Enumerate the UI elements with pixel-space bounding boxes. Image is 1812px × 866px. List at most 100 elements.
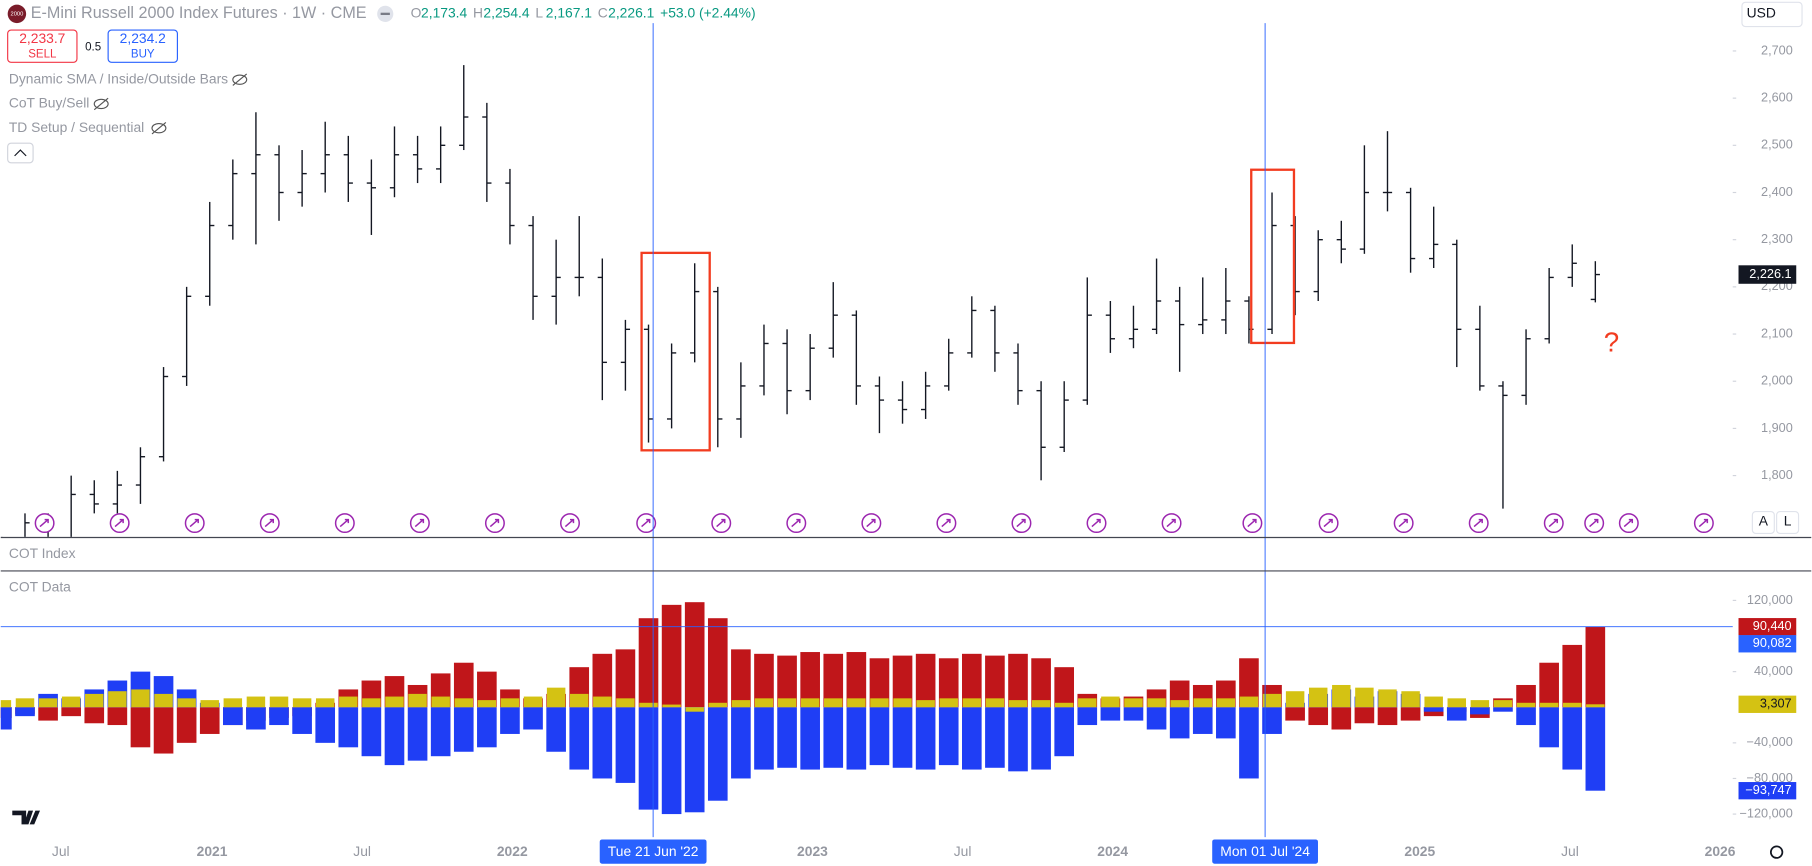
cot-bar — [1054, 707, 1075, 757]
event-arrow — [339, 518, 350, 528]
cot-bar — [846, 652, 867, 708]
cot-bar — [1562, 707, 1583, 770]
ohlc-bar — [320, 121, 330, 193]
highlight-box — [1250, 168, 1296, 345]
cot-bar — [269, 696, 289, 708]
x-tick-label: Jul — [353, 843, 371, 859]
auto-scale-button[interactable] — [1751, 510, 1775, 535]
cot-bar — [893, 698, 912, 708]
eye-icon[interactable] — [232, 74, 248, 85]
indicator-label[interactable]: CoT Buy/Sell — [9, 95, 90, 111]
ohlc-bar — [1036, 381, 1046, 481]
cot-bar — [938, 707, 959, 766]
cot-bar — [1262, 693, 1282, 708]
cot-bar — [1400, 707, 1421, 721]
log-scale: L — [1784, 513, 1792, 529]
cot-bar — [962, 698, 982, 708]
currency-button[interactable] — [1741, 1, 1803, 28]
ohlc-bar — [620, 319, 631, 391]
eye-icon[interactable] — [151, 122, 167, 134]
cot-bar — [592, 653, 613, 708]
ohlc-bar — [1544, 267, 1554, 344]
cot-bar — [223, 707, 243, 726]
cot-bar — [1470, 700, 1490, 708]
settings-icon[interactable] — [1769, 845, 1784, 859]
y-tick-label: 1,900 — [1761, 421, 1793, 435]
cot-bar — [1077, 707, 1098, 726]
ohlc-bar — [251, 112, 261, 245]
ohlc-bar — [505, 168, 515, 245]
cot-bar — [661, 707, 682, 815]
cot-bar — [385, 696, 404, 708]
cot-bar — [430, 707, 451, 757]
cot-bar — [916, 700, 935, 708]
ohlc-bar — [297, 150, 307, 207]
cot-bar — [1216, 698, 1236, 708]
x-tick-label: Jul — [52, 843, 70, 859]
cot-bar — [777, 655, 797, 708]
buy-button[interactable] — [107, 29, 178, 63]
symbol-title[interactable]: E-Mini Russell 2000 Index Futures · 1W ·… — [31, 4, 367, 22]
collapse-button[interactable] — [7, 142, 34, 164]
cot-bar — [523, 707, 543, 730]
event-arrow — [641, 518, 651, 528]
indicator-label[interactable]: Dynamic SMA / Inside/Outside Bars — [9, 70, 228, 86]
event-arrow — [1091, 518, 1101, 528]
indicator-label[interactable]: TD Setup / Sequential — [9, 119, 144, 135]
eye-slash — [93, 97, 109, 111]
cot-bar — [915, 653, 936, 708]
event-arrow — [716, 518, 726, 528]
ohlc-bar — [690, 263, 700, 363]
cot-bar — [892, 707, 913, 768]
ohlc-bar — [874, 376, 885, 434]
cot-bar — [707, 707, 728, 801]
event-arrow — [1323, 518, 1333, 528]
cot-bar — [1585, 626, 1606, 708]
cot-bar — [800, 707, 820, 770]
cot-bar — [1054, 667, 1075, 708]
cot-bar — [708, 702, 728, 708]
cot-bar — [938, 658, 959, 708]
cot-bar — [846, 707, 867, 770]
ohlc-bar — [551, 239, 561, 325]
cot-bar — [154, 693, 173, 708]
cot-bar — [200, 700, 219, 708]
cot-bar — [1331, 707, 1352, 730]
cot-bar — [15, 707, 35, 717]
cot-bar — [777, 707, 797, 768]
y-tick-label: 2,100 — [1761, 326, 1793, 340]
eye-icon[interactable] — [93, 98, 109, 110]
pane-label: COT Data — [9, 578, 71, 594]
ohlc-bar — [1059, 381, 1069, 452]
ohlc-bar — [182, 286, 192, 386]
sell-button[interactable] — [7, 29, 78, 63]
ohlc-bar — [990, 305, 1000, 372]
tradingview-logo[interactable] — [12, 810, 40, 825]
cot-bar — [1285, 691, 1305, 708]
cot-bar — [223, 698, 243, 708]
cot-bar — [731, 707, 751, 779]
cot-bar — [569, 693, 589, 708]
logo-text: 2000 — [10, 11, 23, 17]
cot-bar — [153, 707, 174, 754]
cot-bar — [661, 604, 682, 708]
x-tick-label: 2023 — [797, 843, 828, 859]
cot-bar — [1493, 700, 1513, 708]
cot-bar — [939, 698, 958, 708]
cot-bar — [1539, 662, 1559, 708]
event-arrow — [1016, 518, 1026, 528]
log-scale-button[interactable] — [1776, 510, 1800, 535]
ohlc-bar — [921, 371, 931, 419]
ohlc-bar — [228, 159, 238, 240]
cot-bar — [1446, 707, 1467, 721]
event-arrow — [1548, 518, 1558, 528]
ohlc-bar — [24, 513, 30, 537]
cot-bar — [592, 707, 613, 779]
cot-bar — [1216, 707, 1236, 739]
cot-bar — [1078, 698, 1097, 708]
cot-bar — [1146, 707, 1167, 730]
cot-bar — [615, 707, 636, 783]
ohlc-bar — [897, 381, 908, 424]
cot-bar — [731, 700, 751, 708]
ohlc-readout: O 2,173.4 H 2,254.4 L 2,167.1 C 2,226.1 +53.0 (+… — [411, 5, 756, 21]
